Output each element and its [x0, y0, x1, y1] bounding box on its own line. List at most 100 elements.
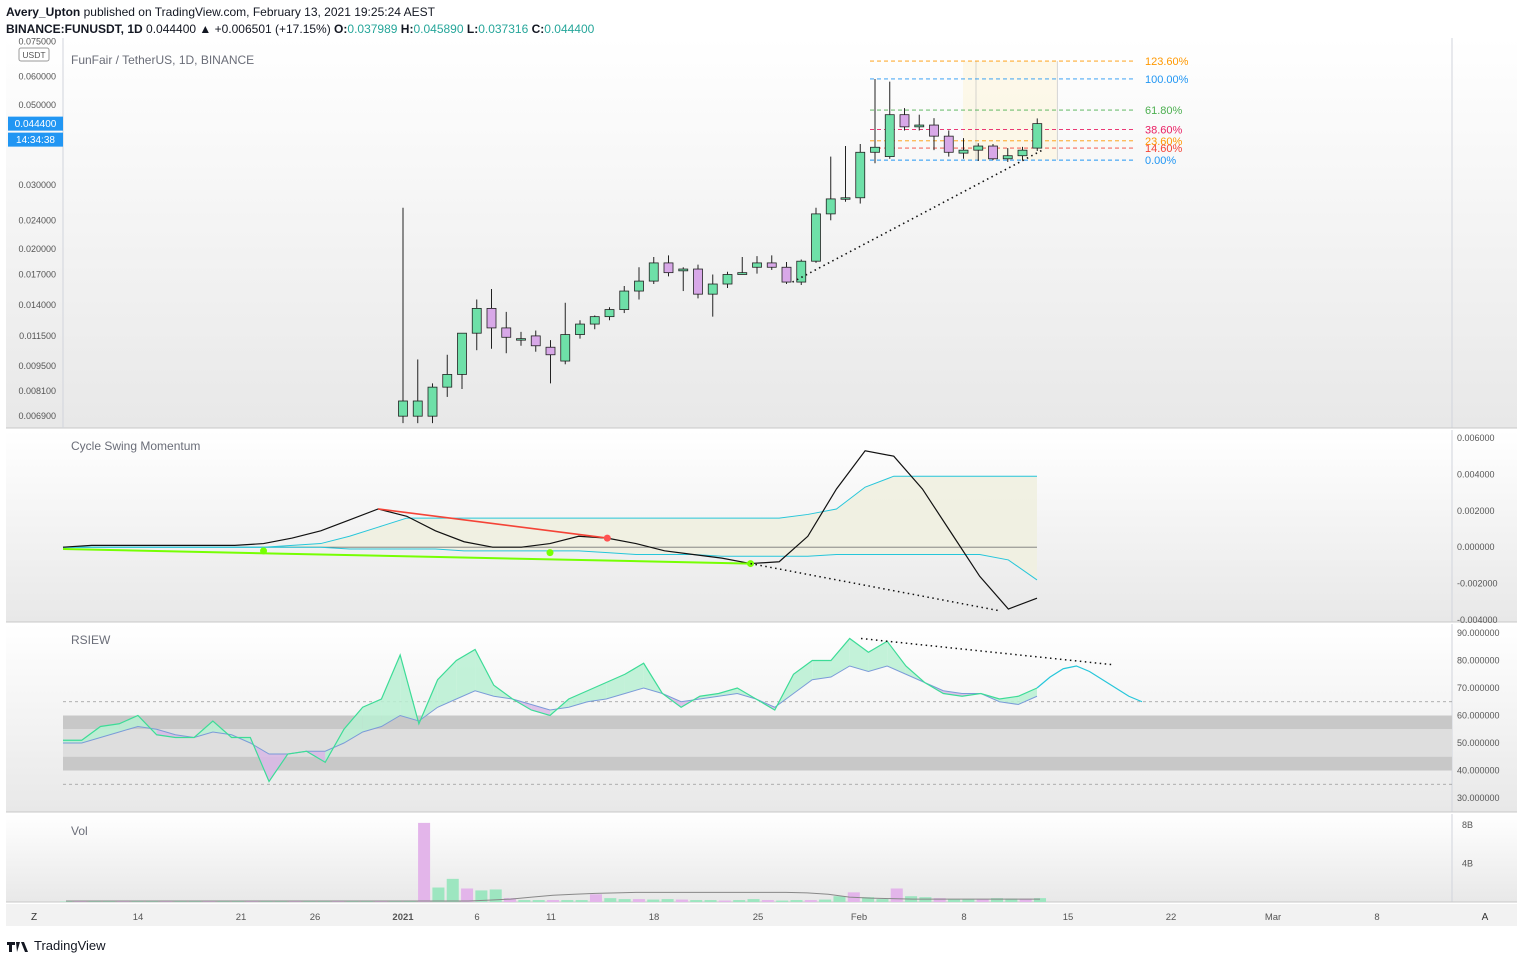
- rsi-cloud-segment: [381, 655, 401, 727]
- rsi-cloud-segment: [456, 649, 476, 699]
- volume-bar: [948, 899, 961, 902]
- candle-body: [575, 323, 585, 335]
- vol-tick-label: 4B: [1462, 858, 1473, 868]
- countdown-label: 14:34:38: [16, 135, 55, 146]
- candle-body: [766, 262, 777, 268]
- price-tick-label: 0.024000: [18, 215, 56, 225]
- volume-bar: [833, 896, 846, 902]
- rsi-cloud-segment: [887, 641, 906, 675]
- volume-bar: [589, 894, 602, 902]
- price-tick-label: 0.017000: [18, 269, 56, 279]
- time-axis: [6, 904, 1517, 926]
- csm-momentum-line: [62, 450, 1038, 610]
- candle-body: [648, 262, 659, 282]
- symbol-ohlc: BINANCE:FUNUSDT, 1D 0.044400 ▲ +0.006501…: [6, 22, 594, 36]
- candle-body: [604, 309, 615, 318]
- time-tick-label: 21: [236, 912, 247, 923]
- close-value: 0.044400: [544, 22, 595, 36]
- volume-bar: [890, 888, 903, 902]
- price-tick-label: 0.030000: [18, 180, 56, 190]
- volume-bar: [1033, 898, 1047, 902]
- candle-body: [471, 308, 482, 334]
- candle-body: [501, 327, 512, 338]
- tradingview-logo-icon: [7, 941, 28, 952]
- rsi-cloud-segment: [868, 641, 888, 672]
- time-tick-label: 14: [133, 912, 144, 923]
- volume-bar: [776, 900, 789, 902]
- rsi-cloud-segment: [531, 704, 550, 716]
- price-tick-label: 0.006900: [18, 411, 56, 421]
- open-label: O:: [334, 22, 348, 36]
- rsi-upper-zone: [63, 715, 1452, 730]
- rsi-cloud-segment: [606, 674, 625, 699]
- footer-brand: TradingView: [34, 938, 106, 953]
- vol-pane: [6, 814, 1517, 902]
- close-label: C:: [531, 22, 545, 36]
- volume-bar: [876, 899, 889, 902]
- last-price-badge: [8, 116, 63, 131]
- candle-body: [663, 262, 674, 274]
- price-pane: [6, 38, 1517, 428]
- candle-body: [1017, 149, 1028, 157]
- csm-tick-label: -0.002000: [1457, 579, 1498, 589]
- csm-bear-divergence-line: [378, 508, 608, 539]
- rsi-tick-label: 80.000000: [1457, 656, 1500, 666]
- time-tick-label: Mar: [1265, 912, 1281, 923]
- vol-tick-label: 8B: [1462, 820, 1473, 830]
- tradingview-footer[interactable]: TradingView: [6, 938, 106, 953]
- time-tick-label: 2021: [392, 912, 414, 923]
- rsi-cloud-segment: [849, 638, 869, 672]
- candle-body: [1002, 155, 1013, 160]
- csm-tick-label: 0.000000: [1457, 542, 1495, 552]
- fib-level-label: 61.80%: [1145, 105, 1183, 117]
- price-tick-label: 0.011500: [19, 331, 56, 341]
- published-text: published on TradingView.com, February 1…: [83, 5, 435, 19]
- candle-body: [811, 213, 821, 262]
- rsi-cloud-segment: [475, 649, 494, 697]
- time-tick-label: 8: [1374, 912, 1379, 923]
- volume-bar: [661, 899, 674, 902]
- rsi-tick-label: 40.000000: [1457, 766, 1500, 776]
- fib-level-label: 100.00%: [1145, 74, 1189, 86]
- rsi-tick-label: 30.000000: [1457, 793, 1500, 803]
- volume-bar: [718, 900, 731, 902]
- csm-bull-support-line: [62, 548, 751, 565]
- rsi-cloud-segment: [718, 688, 738, 697]
- price-tick-label: 0.009500: [18, 361, 56, 371]
- price-tick-label: 0.020000: [18, 244, 56, 254]
- volume-bar: [489, 889, 502, 902]
- volume-bar: [976, 899, 989, 902]
- symbol-label: BINANCE:FUNUSDT, 1D: [6, 22, 143, 36]
- volume-bar: [962, 899, 975, 902]
- rsi-tick-label: 70.000000: [1457, 683, 1500, 693]
- volume-bar: [618, 899, 631, 902]
- auto-scale-button[interactable]: A: [1482, 912, 1489, 923]
- low-value: 0.037316: [478, 22, 529, 36]
- candle-body: [958, 149, 969, 154]
- time-tick-label: 18: [649, 912, 660, 923]
- candle-body: [442, 374, 453, 388]
- publisher-name[interactable]: Avery_Upton: [6, 5, 81, 19]
- zoom-button[interactable]: Z: [31, 912, 37, 923]
- candle-body: [796, 260, 807, 283]
- rsi-cloud-segment: [362, 699, 382, 732]
- candle-body: [530, 335, 541, 347]
- candle-body: [398, 400, 408, 417]
- price-tick-label: 0.014000: [18, 300, 56, 310]
- volume-ma-line: [66, 891, 1040, 902]
- csm-band-fill: [63, 476, 1037, 580]
- price-trendline: [792, 149, 1043, 283]
- rsi-pane-title: RSIEW: [71, 633, 111, 647]
- low-label: L:: [466, 22, 479, 36]
- time-tick-label: 6: [474, 912, 479, 923]
- rsi-tick-label: 90.000000: [1457, 628, 1500, 638]
- volume-bar: [532, 900, 545, 902]
- volume-bar: [804, 900, 817, 902]
- chart-canvas[interactable]: 0.075000 0.060000 0.050000 0.030000 0.024000…: [6, 38, 1517, 930]
- rsi-cloud-segment: [343, 707, 363, 743]
- time-tick-label: 22: [1166, 912, 1177, 923]
- volume-bar: [704, 900, 717, 902]
- rsi-cloud-segment: [100, 723, 120, 738]
- time-tick-label: 26: [310, 912, 321, 923]
- candle-body: [855, 151, 866, 199]
